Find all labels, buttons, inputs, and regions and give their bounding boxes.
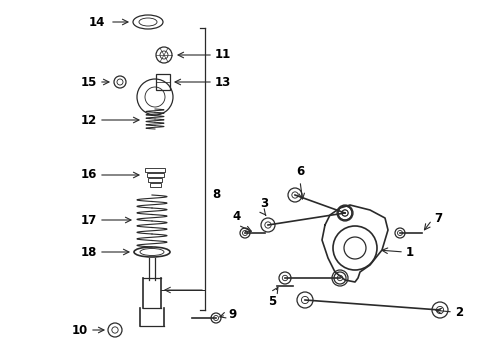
Text: 15: 15 xyxy=(81,76,97,89)
Text: 18: 18 xyxy=(81,246,97,258)
Text: 12: 12 xyxy=(81,113,97,126)
Text: 1: 1 xyxy=(405,246,413,258)
Bar xyxy=(149,183,160,187)
Text: 17: 17 xyxy=(81,213,97,226)
Text: 11: 11 xyxy=(215,49,231,62)
Text: 5: 5 xyxy=(267,295,276,308)
Bar xyxy=(145,168,164,172)
Bar xyxy=(146,173,163,177)
Text: 14: 14 xyxy=(88,15,105,28)
Bar xyxy=(156,74,170,90)
Bar xyxy=(148,178,162,182)
Text: 9: 9 xyxy=(227,309,236,321)
Text: 2: 2 xyxy=(454,306,462,319)
Text: 3: 3 xyxy=(260,197,267,210)
Text: 7: 7 xyxy=(433,211,441,225)
Text: 4: 4 xyxy=(232,210,241,223)
Text: 13: 13 xyxy=(215,76,231,89)
Text: 16: 16 xyxy=(81,168,97,181)
Text: 8: 8 xyxy=(212,189,220,202)
Text: 6: 6 xyxy=(295,165,304,178)
Text: 10: 10 xyxy=(72,324,88,337)
